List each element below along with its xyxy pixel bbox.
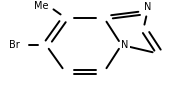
Text: N: N — [121, 40, 129, 50]
Text: N: N — [144, 2, 151, 12]
Text: Me: Me — [34, 1, 49, 11]
Text: Br: Br — [10, 40, 20, 50]
